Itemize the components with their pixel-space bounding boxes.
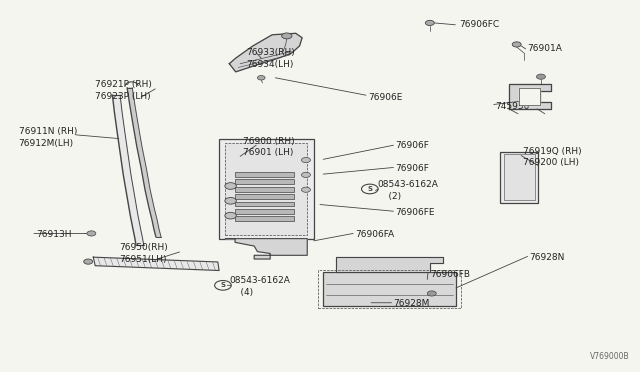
Circle shape <box>426 20 435 26</box>
Bar <box>225 143 307 235</box>
Text: 76900 (RH)
76901 (LH): 76900 (RH) 76901 (LH) <box>243 137 295 157</box>
Polygon shape <box>336 257 444 272</box>
Polygon shape <box>229 33 302 72</box>
Text: 76906F: 76906F <box>396 141 429 151</box>
Text: 76928N: 76928N <box>529 253 565 262</box>
Polygon shape <box>225 238 307 259</box>
Circle shape <box>282 33 292 39</box>
Circle shape <box>257 76 265 80</box>
Bar <box>318 270 461 308</box>
Circle shape <box>225 198 236 204</box>
Bar <box>500 151 538 203</box>
Circle shape <box>512 42 521 47</box>
Circle shape <box>87 231 96 236</box>
Text: 76906F: 76906F <box>396 164 429 173</box>
Polygon shape <box>93 257 219 270</box>
Polygon shape <box>509 84 551 109</box>
Bar <box>235 217 294 221</box>
Circle shape <box>225 212 236 219</box>
Text: 76950(RH)
76951(LH): 76950(RH) 76951(LH) <box>119 243 168 264</box>
Bar <box>219 139 314 238</box>
Text: 08543-6162A
    (4): 08543-6162A (4) <box>229 276 290 297</box>
Bar <box>235 187 294 192</box>
Text: S: S <box>220 282 225 288</box>
Bar <box>235 194 294 199</box>
Text: 76919Q (RH)
769200 (LH): 76919Q (RH) 769200 (LH) <box>523 147 582 167</box>
Text: 76913H: 76913H <box>36 230 71 239</box>
Circle shape <box>225 183 236 189</box>
Text: 76911N (RH)
76912M(LH): 76911N (RH) 76912M(LH) <box>19 128 77 148</box>
Bar <box>323 272 456 307</box>
Polygon shape <box>113 95 144 245</box>
Circle shape <box>428 291 436 296</box>
Text: V769000B: V769000B <box>590 352 630 361</box>
Circle shape <box>84 259 93 264</box>
Text: 76906FB: 76906FB <box>430 270 470 279</box>
Text: 76901A: 76901A <box>527 44 563 53</box>
Text: 76933(RH)
76934(LH): 76933(RH) 76934(LH) <box>246 48 295 68</box>
Bar <box>235 209 294 214</box>
Circle shape <box>301 187 310 192</box>
Polygon shape <box>519 88 540 105</box>
Text: 76906FC: 76906FC <box>460 20 499 29</box>
Text: 76906FE: 76906FE <box>396 208 435 217</box>
Bar <box>504 154 534 201</box>
Text: 76906E: 76906E <box>368 93 403 102</box>
Circle shape <box>301 172 310 177</box>
Bar <box>235 202 294 206</box>
Text: S: S <box>367 186 372 192</box>
Circle shape <box>301 157 310 163</box>
Text: 76921P (RH)
76923P (LH): 76921P (RH) 76923P (LH) <box>95 80 152 101</box>
Text: 76906FA: 76906FA <box>355 230 394 240</box>
Text: 08543-6162A
    (2): 08543-6162A (2) <box>378 180 438 201</box>
Circle shape <box>536 74 545 79</box>
Bar <box>235 172 294 177</box>
Text: 76928M: 76928M <box>394 299 430 308</box>
Text: 745950: 745950 <box>495 102 530 111</box>
Bar <box>235 179 294 184</box>
Polygon shape <box>127 88 161 237</box>
